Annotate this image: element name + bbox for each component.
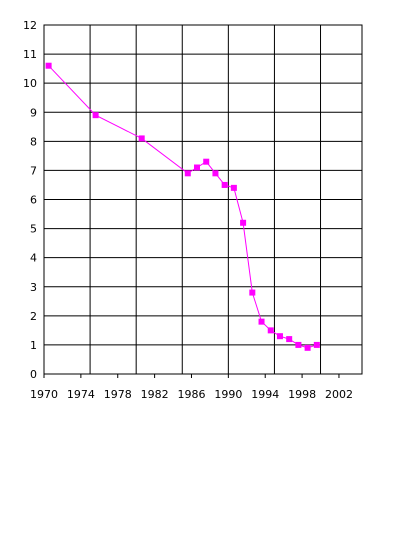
x-tick-label: 1974 — [67, 388, 95, 401]
x-tick-label: 1998 — [288, 388, 316, 401]
data-point-marker — [138, 135, 145, 142]
data-point-marker — [240, 219, 247, 226]
data-point-marker — [304, 344, 311, 351]
data-point-marker — [295, 341, 302, 348]
data-point-marker — [249, 289, 256, 296]
y-tick-label: 12 — [23, 19, 37, 32]
x-tick-label: 2002 — [325, 388, 353, 401]
data-point-marker — [92, 112, 99, 119]
vertical-gridlines — [89, 25, 322, 374]
x-tick-label: 1982 — [141, 388, 169, 401]
y-tick-label: 0 — [30, 368, 37, 381]
data-point-marker — [194, 164, 201, 171]
data-point-marker — [267, 327, 274, 334]
y-tick-label: 4 — [30, 252, 37, 265]
data-point-marker — [276, 333, 283, 340]
data-point-marker — [184, 170, 191, 177]
y-tick-label: 9 — [30, 106, 37, 119]
y-tick-label: 3 — [30, 281, 37, 294]
data-point-marker — [286, 336, 293, 343]
x-axis-tick-labels: 1970 1974 1978 1982 1986 1990 1994 1998 2002 — [30, 388, 353, 401]
plot-area — [43, 24, 363, 378]
y-tick-label: 2 — [30, 310, 37, 323]
x-tick-label: 1986 — [177, 388, 205, 401]
data-point-marker — [203, 158, 210, 165]
data-point-marker — [230, 184, 237, 191]
data-point-marker — [258, 318, 265, 325]
series-layer — [45, 62, 320, 351]
data-point-marker — [45, 62, 52, 69]
data-point-marker — [212, 170, 219, 177]
y-tick-label: 7 — [30, 164, 37, 177]
data-point-marker — [313, 341, 320, 348]
x-tick-label: 1970 — [30, 388, 58, 401]
data-point-marker — [221, 181, 228, 188]
x-axis-tick-marks — [43, 374, 340, 378]
y-tick-label: 1 — [30, 339, 37, 352]
x-tick-label: 1978 — [104, 388, 132, 401]
x-tick-label: 1994 — [251, 388, 279, 401]
y-tick-label: 11 — [23, 48, 37, 61]
y-tick-label: 10 — [23, 77, 37, 90]
y-tick-label: 5 — [30, 223, 37, 236]
y-tick-label: 6 — [30, 194, 37, 207]
y-tick-label: 8 — [30, 135, 37, 148]
x-tick-label: 1990 — [214, 388, 242, 401]
